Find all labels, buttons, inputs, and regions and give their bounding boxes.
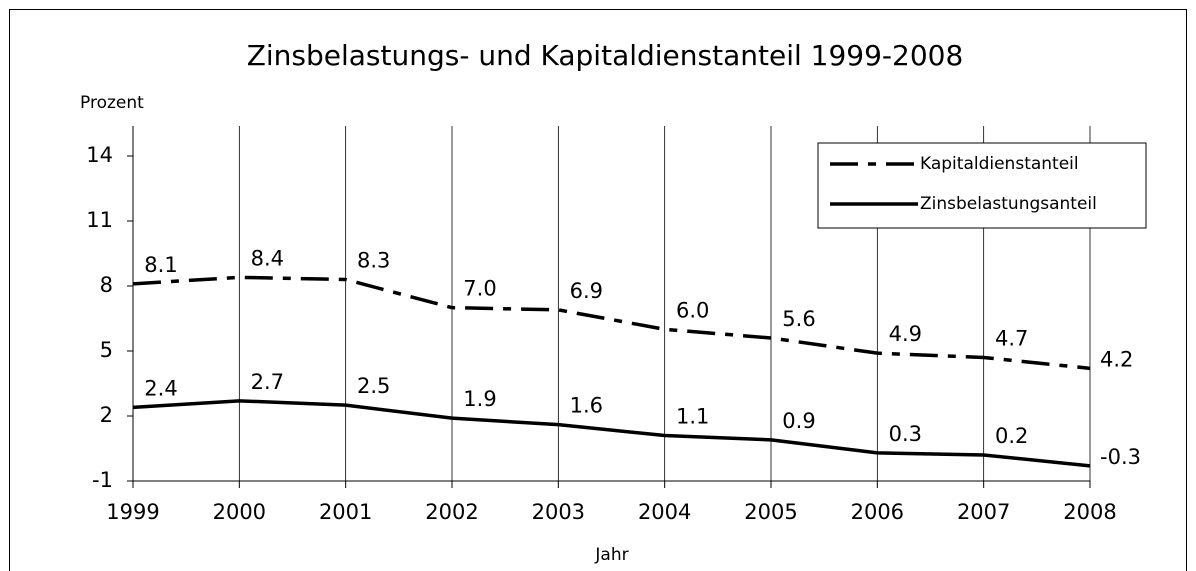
data-label: 1.6 xyxy=(570,394,603,418)
data-label: 1.1 xyxy=(676,405,709,429)
y-tick-label: 14 xyxy=(86,143,113,167)
x-tick-label: 2007 xyxy=(957,500,1010,524)
data-label: 2.4 xyxy=(144,376,177,400)
x-tick-label: 2004 xyxy=(638,500,691,524)
x-tick-label: 2006 xyxy=(851,500,904,524)
y-tick-label: 5 xyxy=(100,338,113,362)
data-label: 0.3 xyxy=(889,422,922,446)
data-label: 6.0 xyxy=(676,298,709,322)
data-label: 8.1 xyxy=(144,253,177,277)
frame xyxy=(9,9,1187,571)
data-label: 2.5 xyxy=(357,374,390,398)
series-line xyxy=(132,399,1091,468)
legend-box xyxy=(817,142,1147,229)
y-tick-label: 2 xyxy=(100,403,113,427)
x-tick-label: 2000 xyxy=(213,500,266,524)
x-tick-label: 2003 xyxy=(532,500,585,524)
data-label: 7.0 xyxy=(463,277,496,301)
series-line xyxy=(132,275,1091,371)
data-label: 8.4 xyxy=(251,246,284,270)
data-label: -0.3 xyxy=(1100,445,1141,469)
y-axis-label: Prozent xyxy=(80,93,144,113)
x-tick-label: 2008 xyxy=(1063,500,1116,524)
x-axis-label: Jahr xyxy=(594,545,628,565)
data-label: 0.2 xyxy=(995,424,1028,448)
data-label: 6.9 xyxy=(570,279,603,303)
data-label: 2.7 xyxy=(251,370,284,394)
data-label: 4.2 xyxy=(1100,347,1133,371)
data-label: 1.9 xyxy=(463,387,496,411)
x-tick-label: 2001 xyxy=(319,500,372,524)
x-tick-label: 2002 xyxy=(425,500,478,524)
y-tick-label: 11 xyxy=(86,208,113,232)
x-tick-label: 1999 xyxy=(106,500,159,524)
y-tick-label: -1 xyxy=(92,468,113,492)
data-label: 4.7 xyxy=(995,327,1028,351)
data-label: 8.3 xyxy=(357,249,390,273)
chart-title: Zinsbelastungs- und Kapitaldienstanteil … xyxy=(247,39,964,72)
legend-label: Zinsbelastungsanteil xyxy=(920,194,1097,214)
data-label: 5.6 xyxy=(782,307,815,331)
x-tick-label: 2005 xyxy=(744,500,797,524)
data-label: 0.9 xyxy=(782,409,815,433)
y-tick-label: 8 xyxy=(100,273,113,297)
legend-label: Kapitaldienstanteil xyxy=(920,154,1079,174)
data-label: 4.9 xyxy=(889,322,922,346)
